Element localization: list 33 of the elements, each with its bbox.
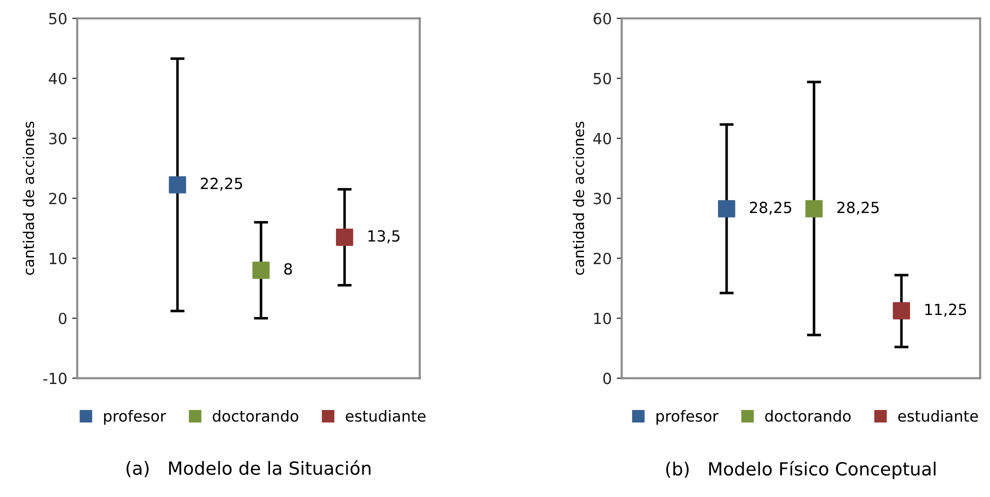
legend-label: estudiante [346, 410, 426, 422]
data-label: 13,5 [368, 230, 400, 244]
y-tick-label: 10 [594, 312, 611, 324]
point [252, 262, 270, 279]
y-tick-label: 50 [594, 72, 611, 84]
y-tick-label: -10 [43, 372, 66, 384]
y-tick-label: 10 [50, 252, 66, 264]
data-label: 28,25 [837, 202, 879, 215]
legend-label: profesor [104, 410, 166, 425]
data-label: 8 [284, 263, 292, 275]
y-tick-label: 40 [593, 132, 611, 144]
y-tick-label: 0 [58, 312, 66, 324]
legend-label: profesor [656, 410, 719, 425]
y-tick-label: 20 [49, 192, 66, 204]
y-tick-label: 60 [594, 12, 611, 24]
legend-label: doctorando [765, 410, 851, 422]
legend-label: estudiante [898, 410, 978, 422]
y-tick-label: 0 [603, 372, 611, 384]
y-tick-label: 20 [594, 252, 611, 264]
y-axis-title: cantidad de acciones [22, 122, 34, 275]
y-tick-label: 30 [49, 132, 66, 144]
data-label: 11,25 [925, 304, 966, 317]
y-tick-label: 50 [49, 12, 66, 24]
data-label: 28,25 [750, 202, 792, 215]
point [336, 228, 354, 246]
y-tick-label: 40 [48, 72, 66, 84]
y-axis-title: cantidad de acciones [572, 122, 584, 275]
text: (b) Modelo Físico Conceptual [666, 460, 936, 480]
data-label: 22,25 [200, 178, 242, 191]
legend-label: doctorando [212, 410, 298, 422]
text: (a) Modelo de la Situación [126, 460, 370, 478]
y-tick-label: 30 [594, 192, 611, 204]
point [168, 176, 186, 194]
